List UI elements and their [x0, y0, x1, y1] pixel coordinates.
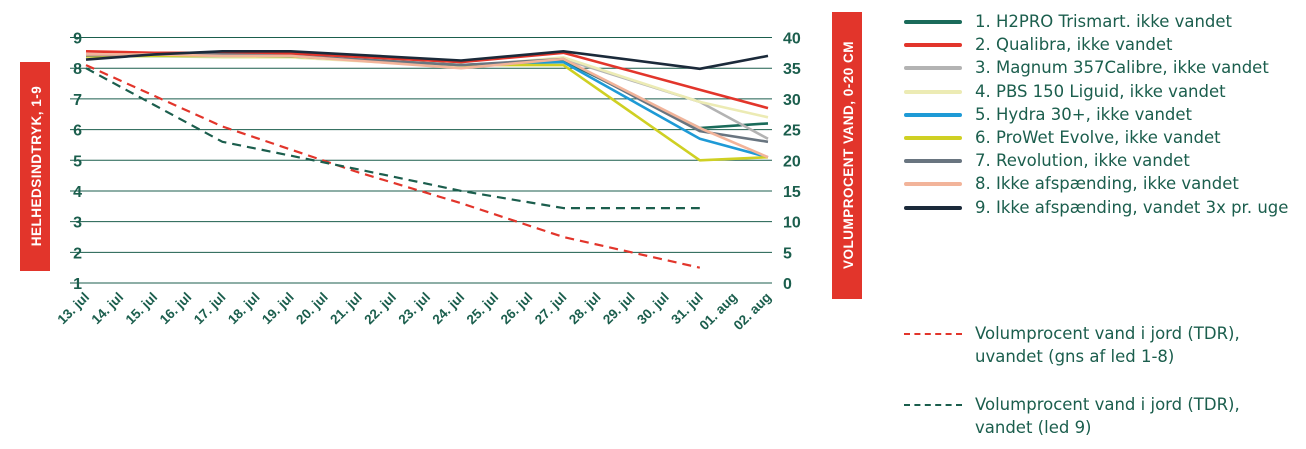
legend-item: 3. Magnum 357Calibre, ikke vandet: [900, 56, 1306, 79]
legend-item: 4. PBS 150 Liguid, ikke vandet: [900, 80, 1306, 103]
gridlines: [70, 37, 772, 284]
legend-label: 8. Ikke afspænding, ikke vandet: [975, 174, 1239, 194]
x-tick-label: 25. jul: [464, 290, 502, 328]
x-tick-label: 14. jul: [89, 290, 127, 328]
right-tick-label: 10: [783, 215, 801, 232]
left-tick-label: 1: [73, 276, 82, 293]
right-tick-label: 35: [783, 61, 801, 78]
legend-label: 6. ProWet Evolve, ikke vandet: [975, 127, 1221, 147]
chart-legend: 1. H2PRO Trismart. ikke vandet 2. Qualibr…: [900, 10, 1306, 437]
right-tick-label: 20: [783, 153, 801, 170]
x-tick-label: 22. jul: [361, 290, 399, 328]
right-tick-label: 40: [783, 31, 801, 48]
series-line: [85, 53, 769, 140]
legend-item: 8. Ikke afspænding, ikke vandet: [900, 172, 1306, 195]
legend-swatch: [904, 66, 962, 71]
legend-dash-swatch: [904, 333, 962, 335]
legend-label: 9. Ikke afspænding, vandet 3x pr. uge: [975, 197, 1289, 217]
left-tick-label: 9: [73, 31, 82, 48]
legend-label: 2. Qualibra, ikke vandet: [975, 35, 1173, 55]
legend-swatch: [904, 112, 962, 117]
right-tick-label: 5: [783, 245, 792, 262]
x-tick-label: 20. jul: [293, 290, 331, 328]
legend-item: 9. Ikke afspænding, vandet 3x pr. uge: [900, 196, 1306, 219]
x-tick-label: 17. jul: [191, 290, 229, 328]
x-tick-label: 28. jul: [566, 290, 604, 328]
x-tick-label: 23. jul: [395, 290, 433, 328]
right-tick-label: 0: [783, 276, 792, 293]
legend-swatch: [904, 43, 962, 48]
series-lines: [85, 49, 769, 269]
series-line: [86, 53, 769, 159]
legend-item: 5. Hydra 30+, ikke vandet: [900, 103, 1306, 126]
x-tick-label: 29. jul: [600, 290, 638, 328]
legend-dash-swatch: [904, 404, 962, 406]
legend-label: 1. H2PRO Trismart. ikke vandet: [975, 12, 1233, 31]
left-tick-label: 3: [73, 215, 82, 232]
legend-swatch: [904, 135, 962, 140]
series-line: [85, 67, 700, 210]
series-line: [85, 49, 769, 71]
left-axis-ticks: 1 2 3 4 5 6 7 8 9: [73, 31, 82, 294]
legend-item: 7. Revolution, ikke vandet: [900, 149, 1306, 172]
x-tick-label: 16. jul: [157, 290, 195, 328]
legend-label: 5. Hydra 30+, ikke vandet: [975, 104, 1193, 124]
left-tick-label: 6: [73, 123, 82, 140]
legend-label: 4. PBS 150 Liguid, ikke vandet: [975, 81, 1226, 101]
left-tick-label: 2: [73, 245, 82, 262]
right-axis-ticks: 0 5 10 15 20 25 30 35 40: [783, 31, 801, 294]
left-axis-label-box: [20, 62, 50, 271]
legend-swatch: [904, 182, 962, 187]
x-tick-label: 13. jul: [54, 290, 92, 328]
legend-item: 1. H2PRO Trismart. ikke vandet: [900, 10, 1306, 33]
legend-label: Volumprocent vand i jord (TDR), vandet (…: [975, 395, 1240, 437]
right-axis-label-box: [832, 12, 862, 299]
x-tick-label: 21. jul: [327, 290, 365, 328]
legend-label: 3. Magnum 357Calibre, ikke vandet: [975, 58, 1269, 78]
series-line: [86, 54, 769, 159]
legend-swatch: [904, 20, 962, 24]
left-tick-label: 5: [73, 153, 82, 170]
right-tick-label: 25: [783, 123, 801, 140]
left-axis-label: HELHEDSINDTRYK, 1-9: [29, 86, 44, 247]
x-tick-label: 27. jul: [532, 290, 570, 328]
x-tick-label: 19. jul: [259, 290, 297, 328]
left-tick-label: 7: [73, 92, 82, 109]
x-tick-label: 02. aug: [731, 290, 775, 334]
x-tick-label: 30. jul: [634, 290, 672, 328]
right-tick-label: 30: [783, 92, 801, 109]
legend-label: 7. Revolution, ikke vandet: [975, 151, 1190, 171]
series-line: [85, 53, 769, 144]
series-line: [85, 64, 701, 269]
left-tick-label: 4: [73, 184, 82, 201]
x-tick-label: 26. jul: [498, 290, 536, 328]
legend-swatch: [904, 205, 962, 210]
legend-label: Volumprocent vand i jord (TDR), uvandet …: [975, 324, 1240, 366]
right-tick-label: 15: [783, 184, 801, 201]
x-tick-label: 15. jul: [123, 290, 161, 328]
x-tick-label: 18. jul: [225, 290, 263, 328]
series-line: [85, 54, 769, 162]
legend-item: 2. Qualibra, ikke vandet: [900, 33, 1306, 56]
legend-item: 6. ProWet Evolve, ikke vandet: [900, 126, 1306, 149]
legend-swatch: [904, 159, 962, 164]
left-tick-label: 8: [73, 61, 82, 78]
right-axis-label: VOLUMPROCENT VAND, 0-20 CM: [841, 41, 856, 269]
legend-swatch: [904, 89, 962, 94]
x-tick-label: 24. jul: [430, 290, 468, 328]
